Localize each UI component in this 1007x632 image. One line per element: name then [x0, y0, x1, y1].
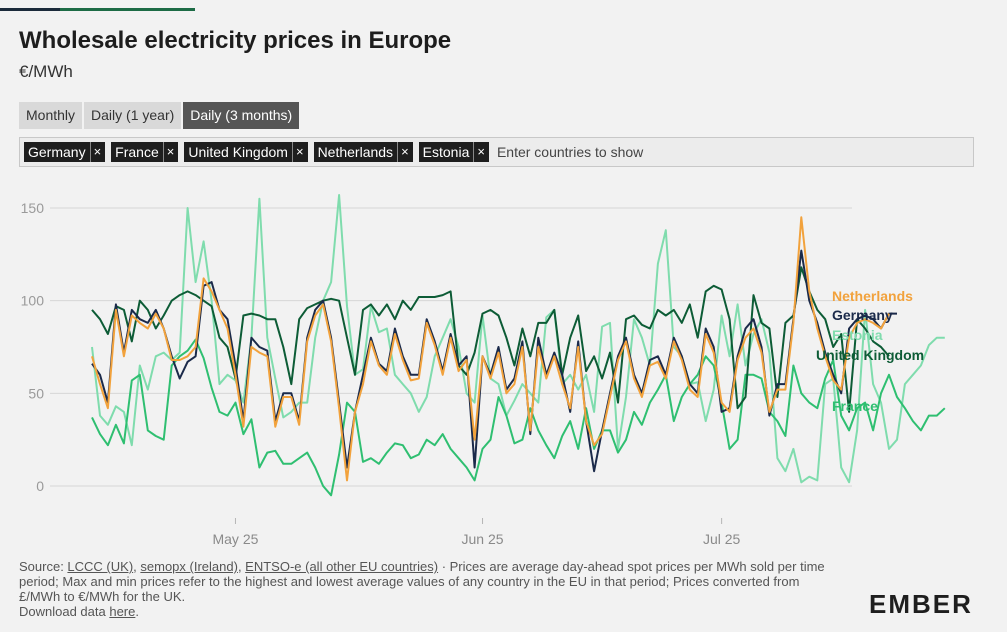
y-tick-label: 0	[36, 478, 44, 494]
source-sep: ,	[133, 559, 141, 574]
y-tick-label: 100	[21, 293, 45, 309]
tab-monthly[interactable]: Monthly	[19, 102, 83, 129]
chip-remove-icon[interactable]: ×	[397, 142, 409, 162]
ember-logo: EMBER	[869, 589, 973, 619]
download-data-link[interactable]: here	[109, 604, 136, 619]
end-label-united-kingdom: United Kingdom	[816, 347, 924, 363]
x-axis-ticks: May 25 Jun 25 Jul 25	[212, 518, 741, 547]
chip-remove-icon[interactable]: ×	[89, 142, 101, 162]
x-tick-label: Jul 25	[703, 531, 741, 547]
x-tick-label: Jun 25	[462, 531, 504, 547]
chip-netherlands: Netherlands ×	[313, 142, 413, 162]
source-prefix: Source:	[19, 559, 68, 574]
chip-label: Germany	[28, 144, 86, 160]
source-link-entsoe[interactable]: ENTSO-e (all other EU countries)	[245, 559, 439, 574]
series-line-estonia	[91, 194, 945, 484]
series-line-united-kingdom	[91, 266, 890, 413]
download-suffix: .	[135, 604, 139, 619]
top-accent-bar-dark	[0, 8, 60, 11]
chip-remove-icon[interactable]: ×	[291, 142, 304, 162]
country-picker[interactable]: Germany × France × United Kingdom × Netherl…	[19, 137, 974, 167]
end-label-germany: Germany	[832, 307, 893, 323]
source-footnote: Source: LCCC (UK), semopx (Ireland), ENT…	[19, 559, 839, 619]
series-line-france	[91, 338, 946, 497]
chip-label: United Kingdom	[188, 144, 288, 160]
series-end-labels: Netherlands Germany Estonia United Kingdom F…	[816, 288, 924, 414]
chip-label: Netherlands	[317, 144, 394, 160]
chip-estonia: Estonia ×	[418, 142, 489, 162]
source-link-lccc[interactable]: LCCC (UK)	[67, 559, 134, 574]
country-search-input[interactable]: Enter countries to show	[496, 144, 644, 160]
download-prefix: Download data	[19, 604, 110, 619]
chip-united-kingdom: United Kingdom ×	[184, 142, 308, 162]
tab-daily-1-year[interactable]: Daily (1 year)	[84, 102, 182, 129]
page-subtitle: €/MWh	[19, 62, 73, 81]
end-label-france: France	[832, 398, 878, 414]
source-notes: · Prices are average day-ahead spot pric…	[19, 559, 825, 604]
end-label-estonia: Estonia	[832, 327, 883, 343]
top-accent-bar	[0, 8, 195, 11]
chip-germany: Germany ×	[24, 142, 106, 162]
end-label-netherlands: Netherlands	[832, 288, 913, 304]
chip-remove-icon[interactable]: ×	[162, 142, 174, 162]
source-sep: ,	[237, 559, 246, 574]
y-axis-ticks: 0 50 100 150	[21, 200, 45, 494]
y-tick-label: 50	[28, 385, 44, 401]
chip-label: Estonia	[422, 144, 470, 160]
chip-france: France ×	[111, 142, 179, 162]
page-title: Wholesale electricity prices in Europe	[19, 27, 452, 54]
chip-label: France	[115, 144, 159, 160]
tab-daily-3-months[interactable]: Daily (3 months)	[183, 102, 300, 129]
chip-remove-icon[interactable]: ×	[473, 142, 485, 162]
price-line-chart: 0 50 100 150 May 25 Jun 25 Jul 25 Netherlands…	[21, 194, 946, 547]
series-lines	[91, 194, 946, 497]
source-link-semopx[interactable]: semopx (Ireland)	[140, 559, 238, 574]
x-tick-label: May 25	[212, 531, 258, 547]
series-line-netherlands	[91, 216, 890, 482]
y-tick-label: 150	[21, 200, 45, 216]
period-tabs: Monthly Daily (1 year) Daily (3 months)	[19, 102, 300, 129]
